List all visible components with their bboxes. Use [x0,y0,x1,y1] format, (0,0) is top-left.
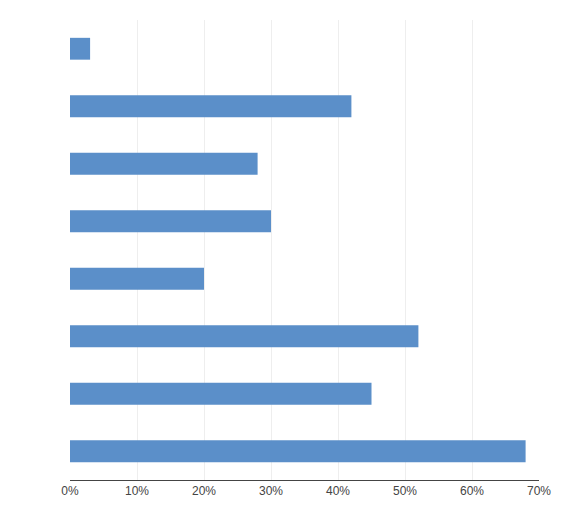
svg-text:60%: 60% [460,484,484,498]
svg-text:70%: 70% [527,484,551,498]
svg-text:20%: 20% [192,484,216,498]
svg-text:0%: 0% [61,484,79,498]
svg-text:30%: 30% [259,484,283,498]
svg-text:40%: 40% [326,484,350,498]
svg-text:50%: 50% [393,484,417,498]
svg-text:10%: 10% [125,484,149,498]
